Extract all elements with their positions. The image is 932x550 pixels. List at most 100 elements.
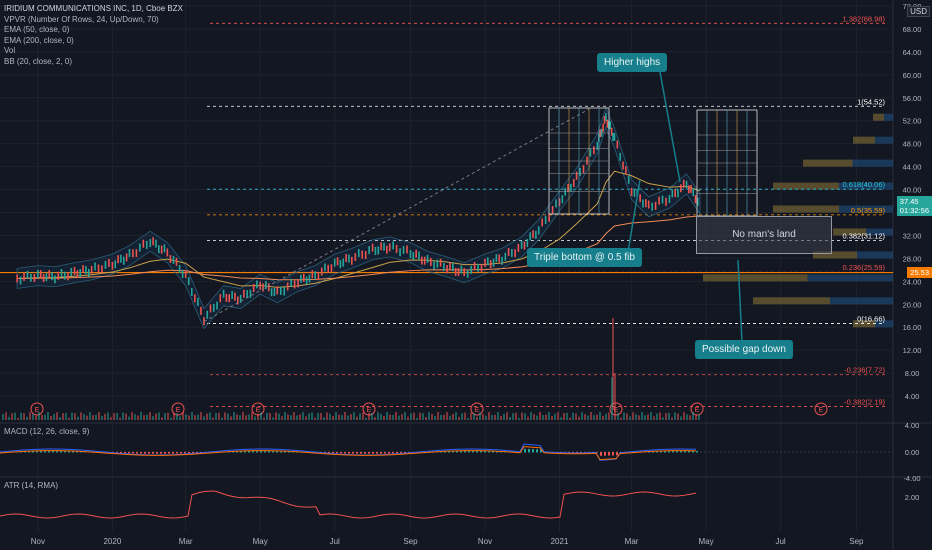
volume-bar: [380, 413, 382, 420]
volume-bar: [431, 413, 433, 420]
volume-bar: [170, 417, 172, 420]
volume-bar: [110, 417, 112, 420]
volume-bar: [584, 414, 586, 420]
macd-histogram-bar: [572, 452, 574, 453]
volume-bar: [422, 413, 424, 420]
vpvr-bar-up: [803, 159, 853, 167]
macd-histogram-bar: [328, 452, 330, 453]
volume-bar: [59, 417, 61, 420]
volume-bar: [362, 412, 364, 420]
volume-bar: [11, 413, 13, 420]
legend-vpvr[interactable]: VPVR (Number Of Rows, 24, Up/Down, 70): [4, 14, 159, 24]
volume-bar: [665, 412, 667, 420]
y-tick-label: 64.00: [903, 48, 922, 57]
volume-bar: [257, 413, 259, 420]
volume-bar: [80, 412, 82, 420]
volume-bar: [86, 415, 88, 420]
volume-bar: [236, 414, 238, 420]
macd-histogram-bar: [656, 451, 658, 453]
volume-bar: [269, 412, 271, 420]
volume-bar: [167, 412, 169, 420]
volume-bar: [602, 416, 604, 420]
volume-bar: [212, 417, 214, 420]
volume-bar: [482, 413, 484, 420]
trend-line: [203, 108, 590, 322]
macd-histogram-bar: [264, 450, 266, 453]
volume-bar: [287, 414, 289, 420]
macd-label[interactable]: MACD (12, 26, close, 9): [4, 427, 90, 436]
x-tick-label: Mar: [179, 537, 193, 546]
legend-ema50[interactable]: EMA (50, close, 0): [4, 25, 70, 34]
macd-histogram-bar: [244, 450, 246, 453]
volume-bar: [536, 415, 538, 420]
macd-histogram-bar: [660, 451, 662, 453]
volume-bar: [68, 417, 70, 420]
volume-bar: [530, 412, 532, 420]
volume-bar: [314, 417, 316, 420]
macd-histogram-bar: [600, 452, 602, 456]
last-price-countdown: 01:32:56: [899, 206, 929, 215]
currency-label[interactable]: USD: [907, 6, 930, 17]
volume-bar: [230, 416, 232, 420]
volume-bar: [545, 414, 547, 420]
volume-bar: [398, 415, 400, 420]
macd-histogram-bar: [268, 450, 270, 453]
volume-bar: [119, 417, 121, 420]
macd-histogram-bar: [236, 451, 238, 453]
volume-bar: [146, 414, 148, 420]
volume-bar: [17, 417, 19, 420]
macd-histogram-bar: [404, 452, 406, 454]
volume-bar: [8, 416, 10, 420]
volume-bar: [539, 412, 541, 420]
volume-bar: [359, 413, 361, 420]
macd-histogram-bar: [452, 450, 454, 453]
macd-histogram-bar: [608, 452, 610, 456]
legend-bb[interactable]: BB (20, close, 2, 0): [4, 56, 73, 66]
legend-vol[interactable]: Vol: [4, 46, 16, 55]
volume-bar: [122, 412, 124, 420]
volume-bar: [374, 417, 376, 420]
volume-bar: [515, 412, 517, 420]
volume-bar: [71, 412, 73, 420]
y-tick-label: 20.00: [903, 300, 922, 309]
macd-histogram-bar: [492, 451, 494, 453]
atr-line: [0, 490, 697, 519]
macd-histogram-bar: [28, 451, 30, 453]
volume-bar: [2, 413, 4, 420]
fib-level-label: 0.236(25.59): [842, 263, 885, 272]
volume-bar: [107, 412, 109, 420]
macd-histogram-bar: [520, 451, 522, 453]
legend-ema200[interactable]: EMA (200, close, 0): [4, 35, 74, 45]
volume-bar: [341, 415, 343, 420]
macd-histogram-bar: [132, 452, 134, 454]
volume-bar: [338, 414, 340, 420]
y-tick-label: 60.00: [903, 71, 922, 80]
volume-bar: [458, 416, 460, 420]
volume-bar: [218, 412, 220, 420]
macd-histogram-bar: [688, 450, 690, 453]
volume-bar: [614, 372, 616, 420]
volume-bar: [260, 412, 262, 420]
macd-histogram-bar: [672, 450, 674, 453]
volume-bar: [407, 416, 409, 420]
macd-histogram-bar: [464, 450, 466, 453]
macd-histogram-bar: [136, 452, 138, 454]
volume-bar: [221, 417, 223, 420]
macd-histogram-bar: [396, 452, 398, 454]
volume-bar: [113, 413, 115, 420]
x-tick-label: May: [699, 537, 714, 546]
volume-bar: [566, 412, 568, 420]
volume-bar: [467, 417, 469, 420]
macd-histogram-bar: [472, 450, 474, 453]
volume-bar: [26, 416, 28, 420]
macd-histogram-bar: [152, 452, 154, 454]
atr-label[interactable]: ATR (14, RMA): [4, 481, 59, 490]
macd-histogram-bar: [576, 452, 578, 453]
macd-histogram-bar: [180, 452, 182, 454]
y-tick-label: 40.00: [903, 186, 922, 195]
x-tick-label: Jul: [775, 537, 785, 546]
macd-histogram-bar: [348, 452, 350, 454]
macd-histogram-bar: [528, 448, 530, 453]
y-tick-label: 52.00: [903, 117, 922, 126]
